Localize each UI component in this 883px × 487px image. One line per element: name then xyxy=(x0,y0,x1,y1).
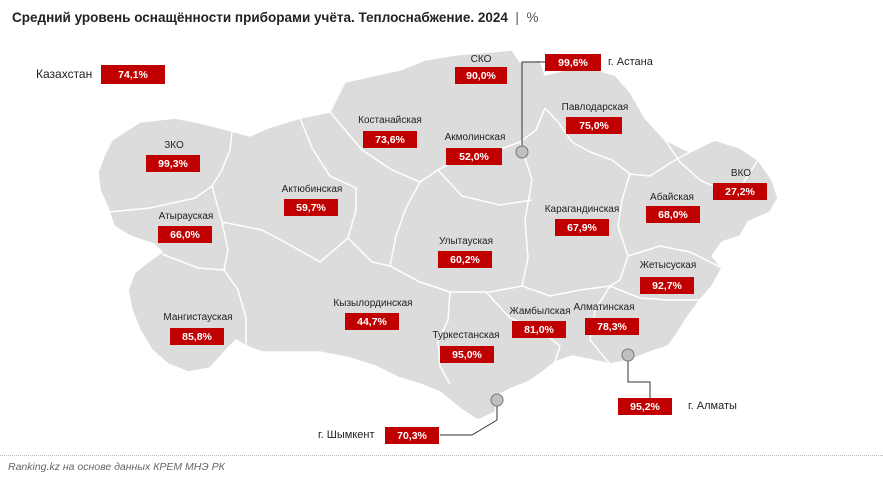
region-borders xyxy=(107,107,759,385)
country-label: Казахстан xyxy=(36,67,93,81)
city-value-astana: 99,6% xyxy=(545,54,601,71)
region-label-turkestan: Туркестанская xyxy=(432,330,500,341)
footer-divider xyxy=(0,455,883,456)
region-label-aktobe: Актюбинская xyxy=(281,184,343,195)
region-value-abay: 68,0% xyxy=(646,206,700,223)
region-value-vko: 27,2% xyxy=(713,183,767,200)
region-label-kyzylorda: Кызылординская xyxy=(333,298,413,309)
region-label-kostanay: Костанайская xyxy=(358,115,422,126)
region-value-kyzylorda: 44,7% xyxy=(345,313,399,330)
region-label-abay: Абайская xyxy=(650,192,694,203)
shymkent-marker xyxy=(490,393,504,407)
region-value-sko: 90,0% xyxy=(455,67,507,84)
region-label-ulytau: Улытауская xyxy=(438,236,494,247)
country-value: 74,1% xyxy=(101,65,165,84)
region-label-sko: СКО xyxy=(470,54,492,65)
city-value-shymkent: 70,3% xyxy=(385,427,439,444)
region-value-akmola: 52,0% xyxy=(446,148,502,165)
region-label-atyrau: Атырауская xyxy=(158,211,214,222)
city-label-astana: г. Астана xyxy=(608,56,653,68)
source-note: Ranking.kz на основе данных КРЕМ МНЭ РК xyxy=(8,461,225,473)
region-label-pavlodar: Павлодарская xyxy=(561,102,629,113)
title-separator: | xyxy=(511,10,523,25)
region-value-ulytau: 60,2% xyxy=(438,251,492,268)
region-value-almaty-region: 78,3% xyxy=(585,318,639,335)
region-value-atyrau: 66,0% xyxy=(158,226,212,243)
region-label-akmola: Акмолинская xyxy=(444,132,506,143)
almaty-marker xyxy=(621,348,635,362)
region-label-vko: ВКО xyxy=(730,168,752,179)
region-label-karaganda: Карагандинская xyxy=(544,204,620,215)
region-label-zko: ЗКО xyxy=(164,140,184,151)
region-value-karaganda: 67,9% xyxy=(555,219,609,236)
title-unit: % xyxy=(526,10,539,25)
region-label-zhetysu: Жетысуская xyxy=(639,260,697,271)
region-label-mangystau: Мангистауская xyxy=(163,312,233,323)
region-value-turkestan: 95,0% xyxy=(440,346,494,363)
city-value-almaty: 95,2% xyxy=(618,398,672,415)
region-value-pavlodar: 75,0% xyxy=(566,117,622,134)
title-text: Средний уровень оснащённости приборами у… xyxy=(12,10,508,25)
region-value-mangystau: 85,8% xyxy=(170,328,224,345)
astana-marker xyxy=(515,145,529,159)
region-label-zhambyl: Жамбылская xyxy=(509,306,571,317)
chart-title: Средний уровень оснащённости приборами у… xyxy=(12,10,538,25)
city-label-almaty: г. Алматы xyxy=(688,400,737,412)
region-value-kostanay: 73,6% xyxy=(363,131,417,148)
city-label-shymkent: г. Шымкент xyxy=(318,429,375,441)
region-value-zko: 99,3% xyxy=(146,155,200,172)
region-value-zhambyl: 81,0% xyxy=(512,321,566,338)
region-label-almaty-region: Алматинская xyxy=(573,302,635,313)
region-value-aktobe: 59,7% xyxy=(284,199,338,216)
region-value-zhetysu: 92,7% xyxy=(640,277,694,294)
